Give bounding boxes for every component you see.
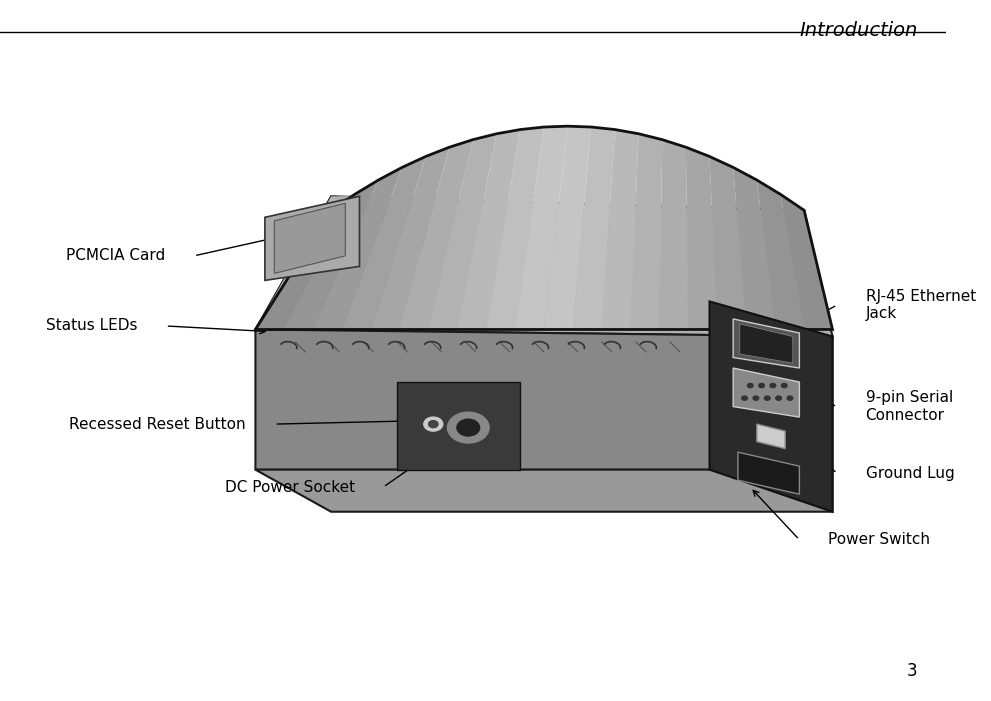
Polygon shape [275, 203, 345, 273]
Polygon shape [781, 194, 832, 329]
Polygon shape [282, 196, 412, 329]
Text: 3: 3 [907, 662, 918, 680]
Polygon shape [738, 452, 800, 494]
Polygon shape [256, 196, 390, 329]
Polygon shape [284, 180, 379, 329]
Polygon shape [710, 301, 832, 512]
Polygon shape [291, 196, 420, 329]
Text: Power Switch: Power Switch [827, 532, 930, 547]
Circle shape [764, 396, 770, 400]
Polygon shape [256, 329, 832, 470]
Circle shape [457, 419, 480, 436]
Polygon shape [740, 324, 793, 363]
Circle shape [776, 396, 782, 400]
Text: Introduction: Introduction [800, 21, 918, 40]
Polygon shape [710, 156, 746, 329]
Circle shape [753, 396, 759, 400]
Polygon shape [659, 139, 688, 329]
Circle shape [448, 412, 490, 443]
Polygon shape [397, 382, 520, 470]
Circle shape [782, 383, 787, 388]
Polygon shape [757, 424, 785, 449]
Polygon shape [602, 130, 638, 329]
Polygon shape [265, 196, 360, 280]
Polygon shape [757, 180, 804, 329]
Polygon shape [313, 168, 402, 329]
Polygon shape [342, 156, 426, 329]
Text: RJ-45 Ethernet
Jack: RJ-45 Ethernet Jack [865, 289, 976, 321]
Polygon shape [428, 134, 496, 329]
Polygon shape [630, 134, 662, 329]
Text: Recessed Reset Button: Recessed Reset Button [69, 416, 246, 432]
Text: Ground Lug: Ground Lug [865, 465, 954, 481]
Circle shape [428, 421, 438, 428]
Polygon shape [733, 368, 800, 417]
Polygon shape [274, 196, 405, 329]
Polygon shape [686, 147, 717, 329]
Polygon shape [733, 319, 800, 368]
Polygon shape [371, 147, 449, 329]
Circle shape [787, 396, 793, 400]
Text: PCMCIA Card: PCMCIA Card [66, 248, 165, 264]
Polygon shape [399, 139, 473, 329]
Polygon shape [256, 196, 832, 336]
Circle shape [424, 417, 443, 431]
Circle shape [747, 383, 753, 388]
Polygon shape [544, 126, 592, 329]
Polygon shape [515, 126, 568, 329]
Polygon shape [733, 168, 775, 329]
Polygon shape [458, 130, 520, 329]
Polygon shape [265, 196, 397, 329]
Circle shape [741, 396, 747, 400]
Text: 9-pin Serial
Connector: 9-pin Serial Connector [865, 390, 953, 423]
Polygon shape [318, 196, 442, 329]
Text: DC Power Socket: DC Power Socket [225, 479, 355, 495]
Polygon shape [573, 127, 615, 329]
Circle shape [759, 383, 764, 388]
Polygon shape [309, 196, 435, 329]
Polygon shape [487, 127, 544, 329]
Text: Status LEDs: Status LEDs [46, 318, 137, 334]
Polygon shape [300, 196, 427, 329]
Polygon shape [256, 470, 832, 512]
Circle shape [770, 383, 776, 388]
Polygon shape [256, 194, 355, 329]
